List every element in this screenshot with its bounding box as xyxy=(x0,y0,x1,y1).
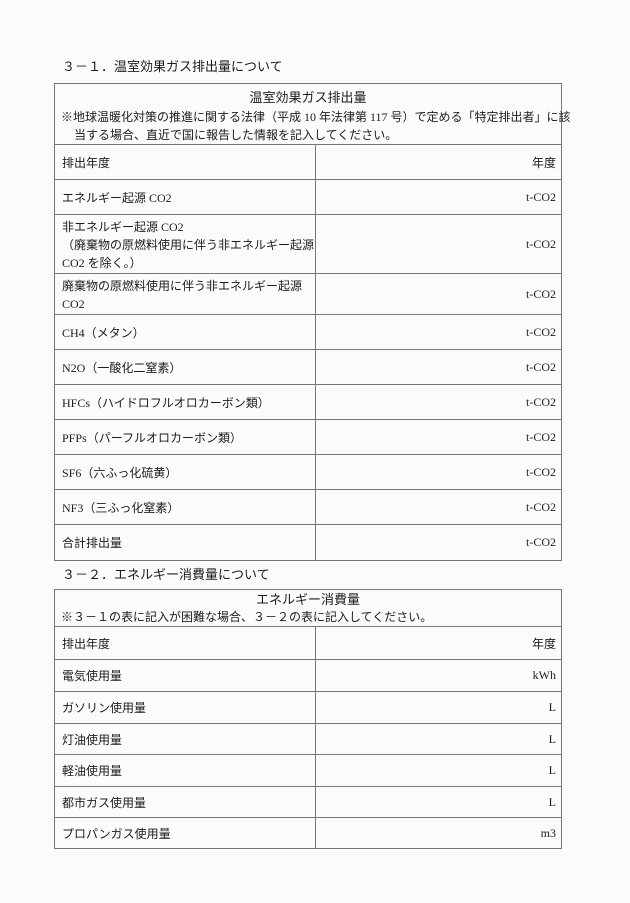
row-label: SF6（六ふっ化硫黄） xyxy=(55,455,316,489)
row-label: 排出年度 xyxy=(55,145,316,179)
row-label: エネルギー起源 CO2 xyxy=(55,180,316,214)
table-row-nf3: NF3（三ふっ化窒素） t-CO2 xyxy=(55,489,561,524)
row-label: 排出年度 xyxy=(55,627,316,659)
row-label-line: 非エネルギー起源 CO2 xyxy=(62,220,184,234)
unit-label: t-CO2 xyxy=(526,499,556,514)
value-cell[interactable]: t-CO2 xyxy=(316,385,561,419)
row-label: 軽油使用量 xyxy=(55,755,316,786)
unit-label: L xyxy=(548,763,556,777)
row-label: NF3（三ふっ化窒素） xyxy=(55,490,316,524)
unit-label: L xyxy=(548,794,556,809)
document-page: ３－１．温室効果ガス排出量について 温室効果ガス排出量 ※地球温暖化対策の推進に… xyxy=(54,59,571,849)
value-cell[interactable]: t-CO2 xyxy=(316,350,561,384)
row-label-line: CO2 を除く。） xyxy=(62,256,142,270)
row-label: HFCs（ハイドロフルオロカーボン類） xyxy=(55,385,316,419)
row-label: ガソリン使用量 xyxy=(55,692,316,723)
table-row-waste-non-energy-co2: 廃棄物の原燃料使用に伴う非エネルギー起源 CO2 t-CO2 xyxy=(55,273,561,314)
value-cell[interactable]: L xyxy=(316,692,561,723)
table-row-kerosene: 灯油使用量 L xyxy=(55,723,561,754)
section-2-title: ３－２．エネルギー消費量について xyxy=(62,567,270,582)
row-label: N2O（一酸化二窒素） xyxy=(55,350,316,384)
row-label-line: （廃棄物の原燃料使用に伴う非エネルギー起源 xyxy=(62,238,315,252)
unit-label: 年度 xyxy=(531,636,556,651)
table-row-n2o: N2O（一酸化二窒素） t-CO2 xyxy=(55,349,561,384)
value-cell[interactable]: m3 xyxy=(316,818,561,848)
table-row-emission-year: 排出年度 年度 xyxy=(55,144,561,179)
table-row-propane-gas: プロパンガス使用量 m3 xyxy=(55,817,561,848)
table-row-electricity: 電気使用量 kWh xyxy=(55,659,561,691)
table-row-sf6: SF6（六ふっ化硫黄） t-CO2 xyxy=(55,454,561,489)
table-2-note-line-1: ※３－１の表に記入が困難な場合、３－２の表に記入してください。 xyxy=(61,610,433,624)
unit-label: t-CO2 xyxy=(526,286,556,301)
table-row-city-gas: 都市ガス使用量 L xyxy=(55,786,561,817)
table-1-note-line-1: ※地球温暖化対策の推進に関する法律（平成 10 年法律第 117 号）で定める「… xyxy=(61,110,571,124)
value-cell[interactable]: L xyxy=(316,724,561,754)
value-cell[interactable]: t-CO2 xyxy=(316,315,561,349)
unit-label: kWh xyxy=(532,668,556,682)
value-cell[interactable]: 年度 xyxy=(316,627,561,659)
energy-consumption-table: エネルギー消費量 ※３－１の表に記入が困難な場合、３－２の表に記入してください。… xyxy=(54,589,562,849)
row-label-line: CO2 xyxy=(62,297,85,311)
table-row-ch4: CH4（メタン） t-CO2 xyxy=(55,314,561,349)
row-label: 電気使用量 xyxy=(55,660,316,691)
table-row-emission-year: 排出年度 年度 xyxy=(55,626,561,659)
table-row-non-energy-co2: 非エネルギー起源 CO2 （廃棄物の原燃料使用に伴う非エネルギー起源 CO2 を… xyxy=(55,214,561,273)
unit-label: t-CO2 xyxy=(526,535,556,549)
value-cell[interactable]: t-CO2 xyxy=(316,420,561,454)
row-label: PFPs（パーフルオロカーボン類） xyxy=(55,420,316,454)
row-label: 都市ガス使用量 xyxy=(55,787,316,817)
unit-label: t-CO2 xyxy=(526,464,556,479)
value-cell[interactable]: t-CO2 xyxy=(316,490,561,524)
value-cell[interactable]: L xyxy=(316,755,561,786)
table-1-note-line-2: 当する場合、直近で国に報告した情報を記入してください。 xyxy=(74,128,398,142)
greenhouse-gas-table: 温室効果ガス排出量 ※地球温暖化対策の推進に関する法律（平成 10 年法律第 1… xyxy=(54,83,571,561)
table-1-header: 温室効果ガス排出量 ※地球温暖化対策の推進に関する法律（平成 10 年法律第 1… xyxy=(55,84,571,144)
table-1-title: 温室効果ガス排出量 xyxy=(249,90,367,105)
unit-label: 年度 xyxy=(531,155,556,170)
value-cell[interactable]: t-CO2 xyxy=(316,274,561,314)
unit-label: L xyxy=(548,731,556,746)
value-cell[interactable]: kWh xyxy=(316,660,561,691)
row-label: 廃棄物の原燃料使用に伴う非エネルギー起源 CO2 xyxy=(55,274,316,314)
value-cell[interactable]: L xyxy=(316,787,561,817)
unit-label: t-CO2 xyxy=(526,394,556,409)
row-label: 灯油使用量 xyxy=(55,724,316,754)
table-row-energy-co2: エネルギー起源 CO2 t-CO2 xyxy=(55,179,561,214)
unit-label: t-CO2 xyxy=(526,359,556,374)
row-label: 非エネルギー起源 CO2 （廃棄物の原燃料使用に伴う非エネルギー起源 CO2 を… xyxy=(55,215,316,273)
section-1-title: ３－１．温室効果ガス排出量について xyxy=(62,59,283,74)
unit-label: t-CO2 xyxy=(526,429,556,444)
row-label-line: 廃棄物の原燃料使用に伴う非エネルギー起源 xyxy=(62,279,303,293)
row-label: CH4（メタン） xyxy=(55,315,316,349)
value-cell[interactable]: t-CO2 xyxy=(316,455,561,489)
table-row-pfps: PFPs（パーフルオロカーボン類） t-CO2 xyxy=(55,419,561,454)
value-cell[interactable]: t-CO2 xyxy=(316,525,561,560)
value-cell[interactable]: 年度 xyxy=(316,145,561,179)
table-row-diesel: 軽油使用量 L xyxy=(55,754,561,786)
table-row-hfcs: HFCs（ハイドロフルオロカーボン類） t-CO2 xyxy=(55,384,561,419)
table-2-title: エネルギー消費量 xyxy=(255,592,360,607)
table-row-gasoline: ガソリン使用量 L xyxy=(55,691,561,723)
row-label: プロパンガス使用量 xyxy=(55,818,316,848)
unit-label: t-CO2 xyxy=(526,236,556,251)
unit-label: t-CO2 xyxy=(526,324,556,339)
value-cell[interactable]: t-CO2 xyxy=(316,180,561,214)
row-label: 合計排出量 xyxy=(55,525,316,560)
table-row-total-emissions: 合計排出量 t-CO2 xyxy=(55,524,561,560)
value-cell[interactable]: t-CO2 xyxy=(316,215,561,273)
unit-label: L xyxy=(548,700,556,714)
table-2-header: エネルギー消費量 ※３－１の表に記入が困難な場合、３－２の表に記入してください。 xyxy=(55,590,561,626)
unit-label: t-CO2 xyxy=(526,189,556,204)
unit-label: m3 xyxy=(540,825,556,840)
